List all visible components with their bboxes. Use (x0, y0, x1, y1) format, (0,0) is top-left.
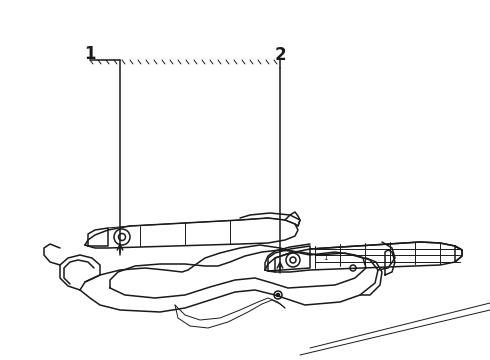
Text: 1: 1 (84, 45, 96, 63)
Text: 2: 2 (274, 46, 286, 64)
Circle shape (276, 293, 279, 297)
Text: 1: 1 (323, 255, 327, 261)
